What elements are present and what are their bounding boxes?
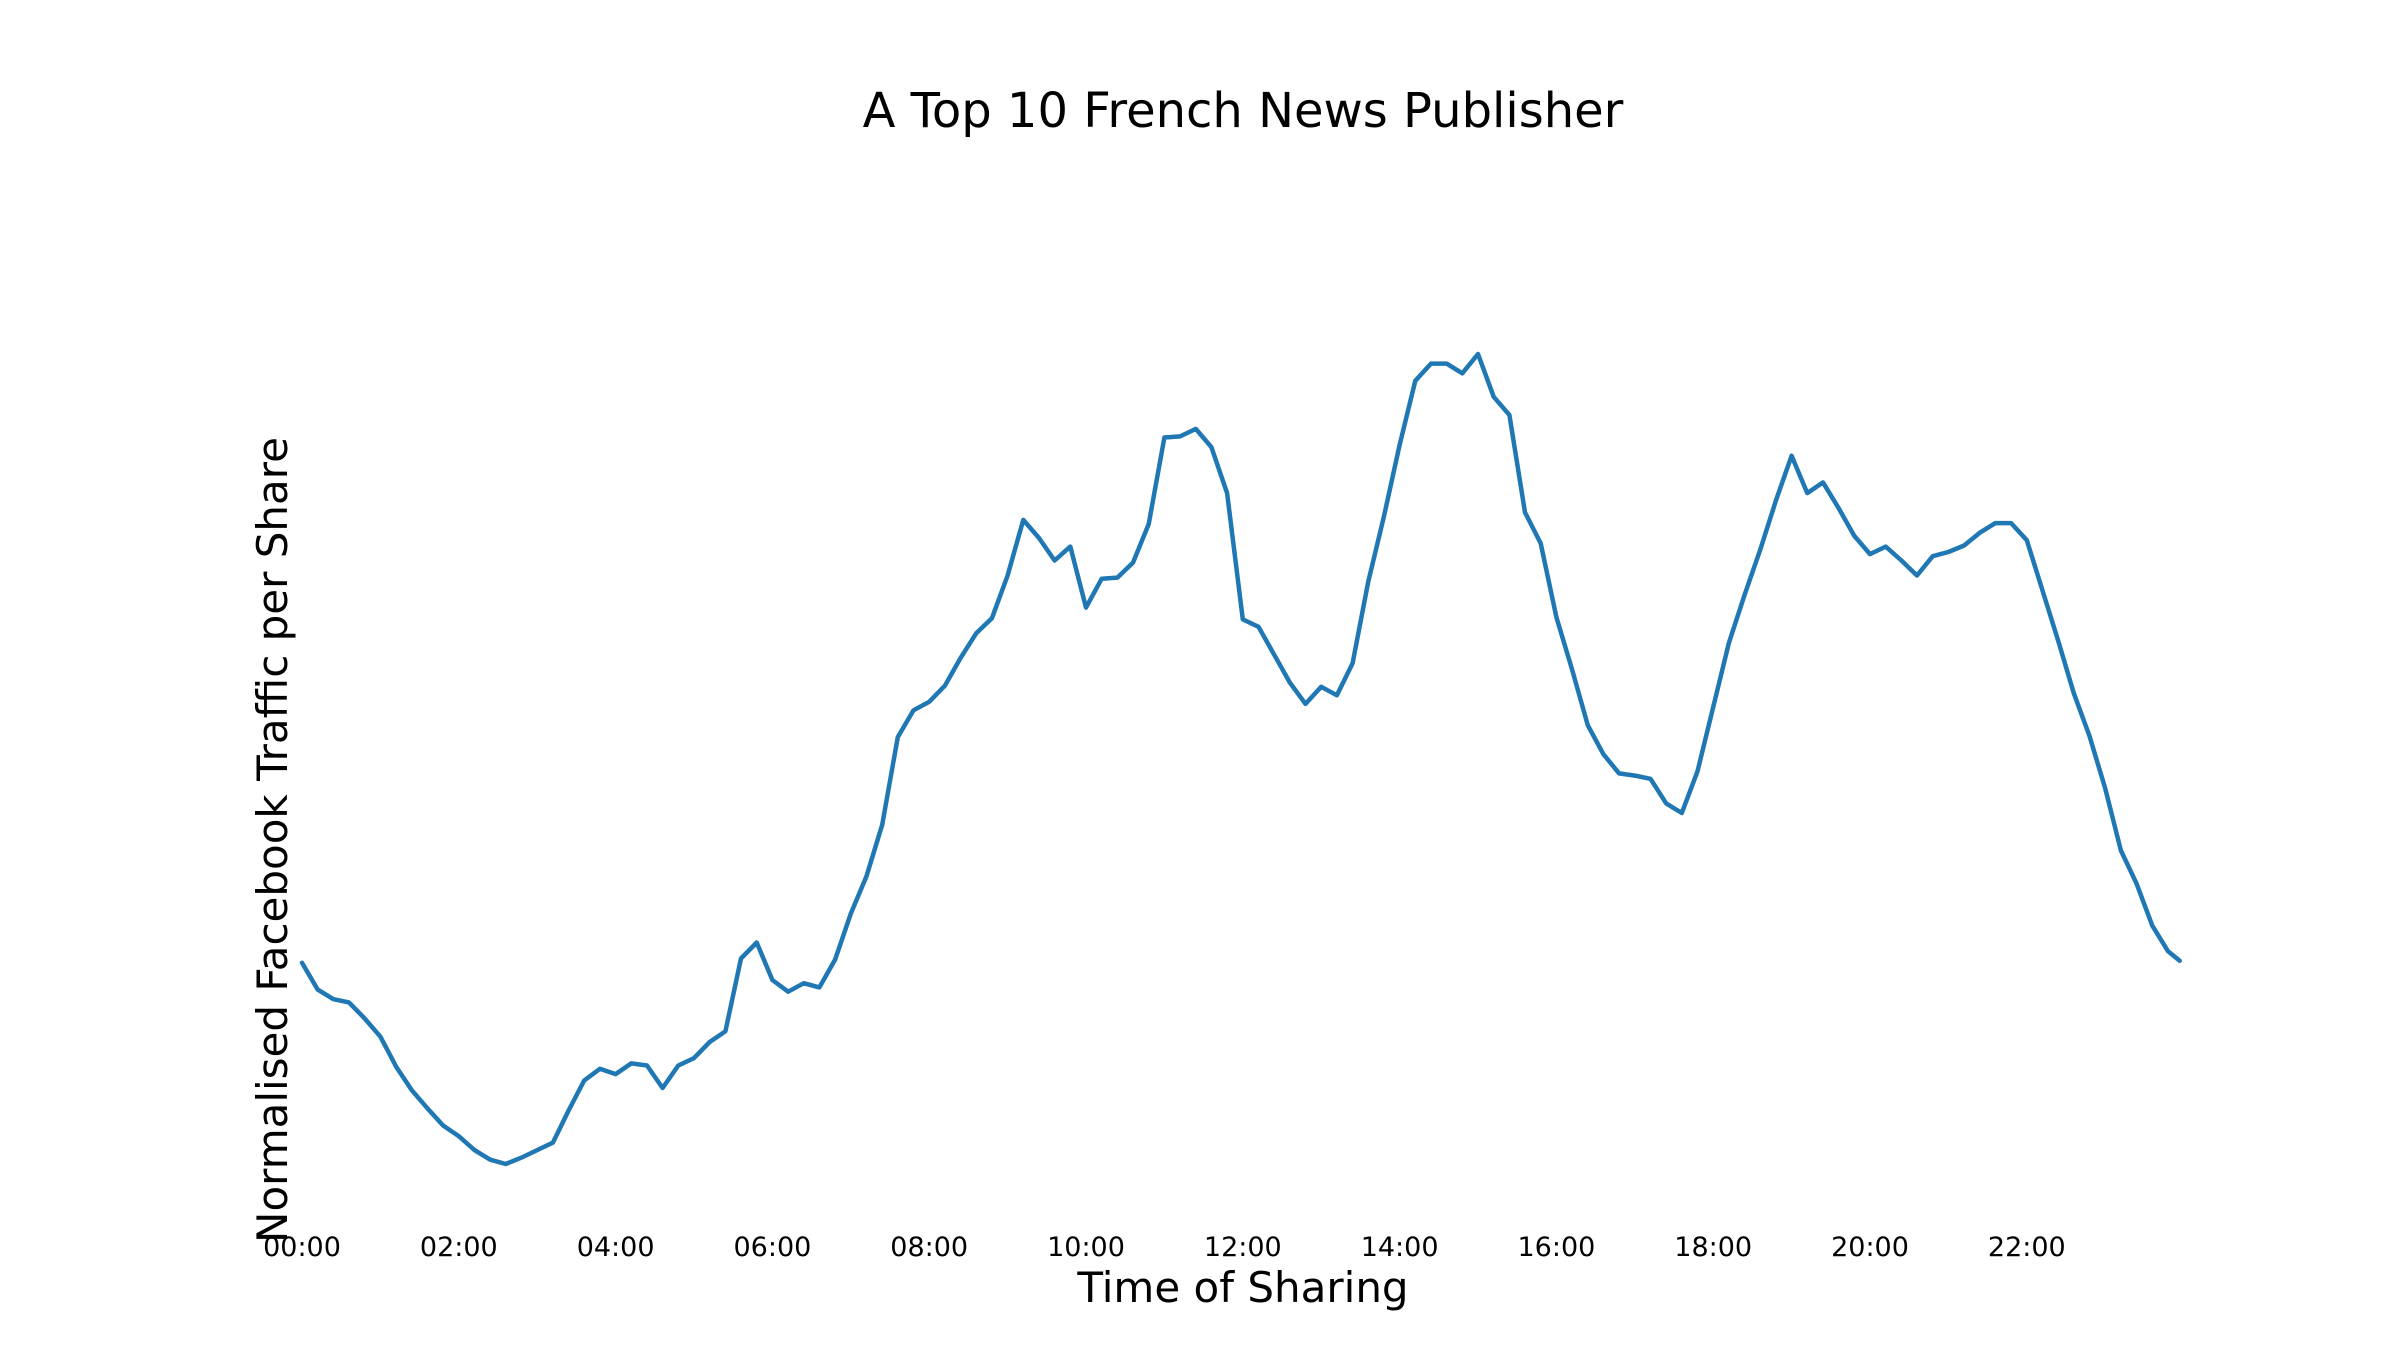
series-line xyxy=(299,351,2182,1167)
x-tick-label: 22:00 xyxy=(1988,1232,2066,1263)
plot-area xyxy=(299,351,2182,1167)
x-axis-label: Time of Sharing xyxy=(1076,1263,1408,1312)
x-tick-labels: 00:00 02:00 04:00 06:00 08:00 10:00 12:00 14:00… xyxy=(263,1232,2066,1263)
x-tick-label: 04:00 xyxy=(577,1232,655,1263)
x-tick-label: 00:00 xyxy=(263,1232,341,1263)
y-axis-label: Normalised Facebook Traffic per Share xyxy=(248,437,297,1243)
x-tick-label: 06:00 xyxy=(733,1232,811,1263)
x-tick-label: 02:00 xyxy=(420,1232,498,1263)
x-tick-label: 20:00 xyxy=(1831,1232,1909,1263)
chart-title: A Top 10 French News Publisher xyxy=(863,83,1624,139)
x-tick-label: 08:00 xyxy=(890,1232,968,1263)
x-tick-label: 16:00 xyxy=(1517,1232,1595,1263)
x-tick-label: 18:00 xyxy=(1674,1232,1752,1263)
x-tick-label: 10:00 xyxy=(1047,1232,1125,1263)
x-tick-label: 14:00 xyxy=(1361,1232,1439,1263)
x-tick-label: 12:00 xyxy=(1204,1232,1282,1263)
